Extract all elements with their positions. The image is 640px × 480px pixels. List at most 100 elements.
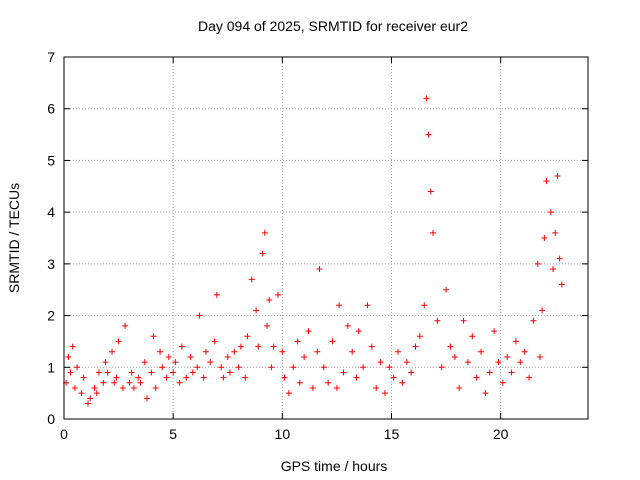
y-tick-label: 3 (47, 256, 55, 272)
data-point (268, 364, 275, 371)
data-point (152, 384, 159, 391)
data-point (550, 266, 557, 273)
data-point (443, 286, 450, 293)
data-point (207, 359, 214, 366)
data-point (237, 343, 244, 350)
data-point (552, 229, 559, 236)
data-point (69, 343, 76, 350)
data-point (296, 379, 303, 386)
data-point (539, 307, 546, 314)
data-point (556, 255, 563, 262)
data-points (63, 95, 565, 407)
data-point (320, 364, 327, 371)
data-point (290, 364, 297, 371)
plot-frame (63, 56, 589, 420)
data-point (554, 172, 561, 179)
data-point (456, 384, 463, 391)
data-point (543, 178, 550, 185)
data-point (115, 338, 122, 345)
data-point (360, 364, 367, 371)
data-point (220, 374, 227, 381)
data-point (305, 328, 312, 335)
data-point (530, 317, 537, 324)
data-point (336, 302, 343, 309)
data-point (482, 390, 489, 397)
x-tick-label: 5 (169, 426, 177, 442)
data-point (93, 390, 100, 397)
data-point (248, 276, 255, 283)
data-point (100, 379, 107, 386)
data-point (266, 297, 273, 304)
data-point (325, 379, 332, 386)
data-point (512, 338, 519, 345)
data-point (495, 359, 502, 366)
data-point (165, 353, 172, 360)
y-tick-label: 7 (47, 49, 55, 65)
data-point (309, 384, 316, 391)
y-tick-label: 1 (47, 359, 55, 375)
x-axis-ticks: 0 5 10 15 20 (60, 57, 509, 442)
data-point (381, 390, 388, 397)
data-point (244, 333, 251, 340)
y-axis-label: SRMTID / TECUs (6, 183, 22, 293)
data-point (377, 359, 384, 366)
data-point (211, 338, 218, 345)
data-point (451, 353, 458, 360)
data-point (253, 307, 260, 314)
data-point (395, 348, 402, 355)
data-point (412, 343, 419, 350)
data-point (368, 343, 375, 350)
data-point (486, 369, 493, 376)
data-point (176, 379, 183, 386)
data-point (526, 374, 533, 381)
x-tick-label: 15 (384, 426, 400, 442)
data-point (491, 328, 498, 335)
data-point (157, 348, 164, 355)
data-point (314, 348, 321, 355)
data-point (344, 322, 351, 329)
data-point (386, 364, 393, 371)
y-tick-label: 0 (47, 411, 55, 427)
data-point (340, 369, 347, 376)
data-point (224, 353, 231, 360)
chart-title: Day 094 of 2025, SRMTID for receiver eur… (198, 18, 468, 34)
data-point (425, 131, 432, 138)
data-point (469, 333, 476, 340)
data-point (178, 343, 185, 350)
data-point (399, 379, 406, 386)
data-point (242, 374, 249, 381)
data-point (87, 395, 94, 402)
data-point (143, 395, 150, 402)
data-point (373, 384, 380, 391)
data-point (499, 379, 506, 386)
data-point (194, 364, 201, 371)
data-point (80, 374, 87, 381)
data-point (150, 333, 157, 340)
data-point (517, 359, 524, 366)
data-point (218, 364, 225, 371)
data-point (71, 384, 78, 391)
data-point (163, 374, 170, 381)
data-point (434, 317, 441, 324)
data-point (423, 95, 430, 102)
data-point (231, 348, 238, 355)
data-point (285, 390, 292, 397)
data-point (421, 302, 428, 309)
data-point (508, 369, 515, 376)
y-axis-ticks: 0 1 2 3 4 5 6 7 (47, 49, 588, 427)
data-point (126, 379, 133, 386)
data-point (183, 374, 190, 381)
data-point (255, 343, 262, 350)
data-point (403, 359, 410, 366)
data-point (259, 250, 266, 257)
data-point (226, 369, 233, 376)
x-tick-label: 10 (275, 426, 291, 442)
x-tick-label: 0 (60, 426, 68, 442)
data-point (264, 322, 271, 329)
data-point (159, 364, 166, 371)
y-tick-label: 5 (47, 152, 55, 168)
data-point (281, 374, 288, 381)
data-point (102, 359, 109, 366)
data-point (67, 369, 74, 376)
